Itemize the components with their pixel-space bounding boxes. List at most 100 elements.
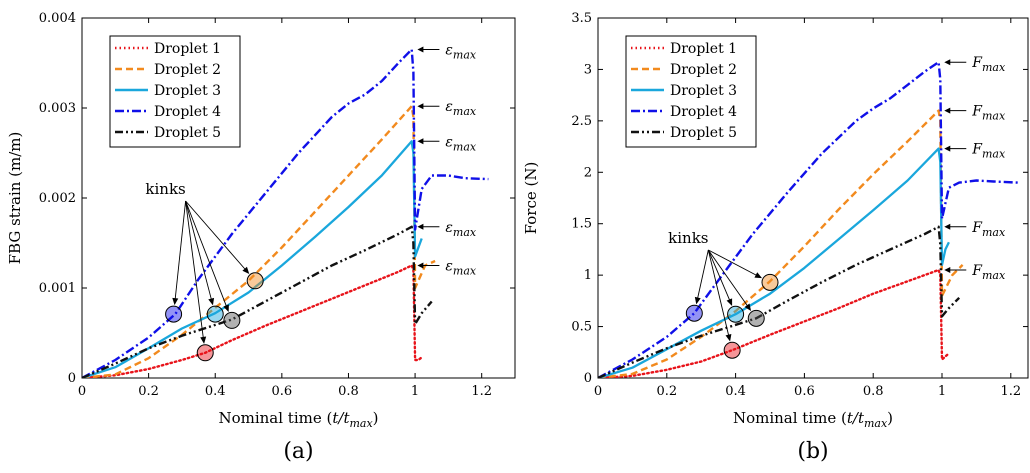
max-arrow-head [944, 223, 951, 230]
max-label-sub: max [982, 61, 1006, 74]
kink-arrow-line [708, 249, 758, 277]
max-label: εmax [445, 220, 477, 239]
kink-arrow-line [696, 249, 709, 300]
legend-box [625, 35, 757, 148]
y-tick-label: 0 [584, 371, 592, 386]
y-tick-label: 2 [584, 165, 592, 180]
legend-entry: Droplet 4 [154, 104, 221, 120]
max-label: εmax [445, 43, 477, 62]
panel-label: (a) [283, 439, 313, 464]
x-axis-label: Nominal time (t/tmax) [218, 409, 378, 430]
max-arrow-head [944, 107, 951, 114]
y-tick-label: 0.003 [39, 101, 76, 116]
series-line-droplet-2 [598, 109, 964, 378]
x-axis-label-part: Nominal time ( [218, 409, 332, 427]
x-tick-label: 0.2 [138, 384, 159, 399]
x-axis-label-var: t/t [332, 409, 350, 427]
kink-arrow-head [242, 266, 250, 275]
x-tick-label: 0.4 [205, 384, 226, 399]
max-label: Fmax [971, 220, 1006, 239]
x-axis-label-close: ) [887, 409, 893, 427]
legend-entry: Droplet 5 [154, 125, 221, 141]
y-tick-label: 0.002 [39, 191, 76, 206]
kink-arrow-head [726, 298, 733, 306]
kink-marker [685, 304, 703, 322]
max-label-sub: max [982, 269, 1006, 282]
legend-entry: Droplet 3 [670, 83, 737, 99]
max-annotation: εmax [417, 43, 477, 62]
series-line-droplet-5 [82, 225, 433, 378]
y-tick-label: 3.5 [571, 11, 592, 26]
x-axis-label-sub: max [349, 417, 373, 430]
max-arrow-head [944, 267, 951, 273]
legend-entry: Droplet 5 [670, 125, 737, 141]
max-arrow-head [944, 145, 951, 152]
kink-arrow-line [185, 200, 228, 308]
x-tick-label: 1 [938, 384, 946, 399]
max-label-sub: max [982, 148, 1006, 161]
series-group [598, 61, 1018, 378]
legend-entry: Droplet 4 [670, 104, 737, 120]
kink-arrow-line [185, 200, 204, 339]
series-line-droplet-3 [82, 140, 423, 378]
max-annotation: Fmax [944, 263, 1006, 282]
max-label-symbol: F [971, 263, 983, 279]
max-annotation: εmax [417, 99, 477, 118]
max-label-sub: max [453, 226, 477, 239]
kink-arrow-head [172, 297, 179, 306]
series-line-droplet-5 [598, 225, 961, 378]
max-arrow-head [417, 262, 424, 269]
kink-arrow-line [707, 249, 730, 337]
x-tick-label: 0.4 [725, 384, 746, 399]
y-tick-label: 0.004 [39, 11, 76, 26]
series-line-droplet-4 [82, 48, 489, 378]
kink-marker [727, 305, 745, 323]
x-axis-label-var: t/t [847, 409, 865, 427]
y-tick-label: 2.5 [571, 114, 592, 129]
max-annotation: εmax [417, 134, 477, 153]
max-annotation: Fmax [944, 142, 1006, 161]
y-axis-label: Force (N) [522, 162, 540, 235]
legend-box [109, 35, 241, 148]
kink-arrow-line [185, 200, 247, 271]
kink-arrow-line [174, 200, 187, 301]
kink-arrow-head [200, 336, 207, 344]
max-label: Fmax [971, 104, 1006, 123]
max-arrow-head [417, 223, 424, 230]
y-axis-label: FBG strain (m/m) [6, 132, 24, 265]
kink-marker [747, 309, 765, 327]
max-label-symbol: ε [445, 134, 453, 150]
x-axis-label-part: Nominal time ( [733, 409, 847, 427]
max-label-sub: max [982, 226, 1006, 239]
chart-panel-a: 0 0.2 0.4 0.6 0.8 1 1.2 0 0.001 0.002 0.003 0.004 No… [6, 11, 516, 464]
x-tick-label: 0.8 [338, 384, 359, 399]
max-label-symbol: ε [445, 99, 453, 115]
max-label-symbol: F [971, 55, 983, 71]
max-label-sub: max [453, 49, 477, 62]
series-line-droplet-1 [82, 264, 423, 378]
max-annotation: Fmax [944, 220, 1006, 239]
x-axis-label-sub: max [864, 417, 888, 430]
max-label-symbol: ε [445, 220, 453, 236]
x-tick-label: 0.6 [794, 384, 815, 399]
kink-marker [165, 305, 183, 323]
series-line-droplet-3 [598, 147, 950, 378]
legend-entry: Droplet 3 [154, 83, 221, 99]
max-label: Fmax [971, 142, 1006, 161]
max-arrow-head [944, 59, 951, 66]
max-annotation: εmax [417, 259, 477, 278]
x-tick-label: 0.2 [656, 384, 677, 399]
kink-arrow-head [694, 296, 701, 305]
y-tick-label: 3 [584, 62, 592, 77]
x-tick-label: 1.2 [1000, 384, 1021, 399]
kink-marker [223, 311, 241, 329]
legend-entry: Droplet 2 [670, 62, 737, 78]
x-tick-label: 0.6 [272, 384, 293, 399]
max-label-symbol: F [971, 142, 983, 158]
max-label-symbol: F [971, 104, 983, 120]
max-arrow-head [417, 46, 424, 53]
max-arrow-head [417, 103, 424, 110]
max-label-sub: max [453, 140, 477, 153]
chart-panel-b: 0 0.2 0.4 0.6 0.8 1 1.2 0 0.5 1 1.5 2 2.5 3 3.5 Nominal… [522, 11, 1029, 464]
kink-marker [723, 341, 741, 359]
